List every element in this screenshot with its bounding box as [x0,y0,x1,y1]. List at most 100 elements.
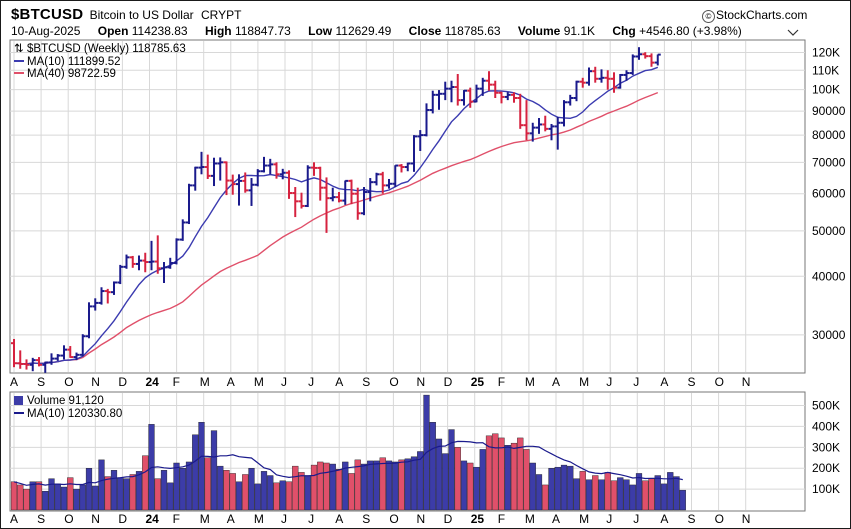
volume-x-tick-label-16: D [444,512,453,526]
volume-bar-64 [410,456,418,511]
ohlc-bar-76 [486,71,492,91]
ohlc-bar-66 [423,103,430,137]
volume-x-tick-label-13: S [362,512,370,526]
x-tick-label-13: S [362,375,370,389]
volume-bar-67 [429,422,436,511]
ohlc-bar-43 [279,168,286,180]
ohlc-bar-2 [23,359,30,370]
ohlc-bar-9 [67,346,74,359]
ohlc-bar-74 [473,84,480,103]
volume-bar-75 [479,449,486,511]
volume-bar-62 [398,459,405,511]
volume-bar-81 [517,437,524,511]
volume-bar-94 [598,479,605,511]
ohlc-bar-1 [17,350,24,369]
x-tick-label-4: D [118,375,127,389]
ohlc-bar-37 [242,172,249,193]
volume-y-tick-label-0: 100K [812,482,840,496]
ohlc-bar-10 [73,352,80,361]
ohlc-bar-65 [417,130,424,151]
volume-bar-44 [285,481,293,511]
volume-x-tick-label-11: J [308,512,314,526]
volume-bar-53 [342,461,349,511]
volume-bar-9 [67,477,74,511]
ohlc-bar-102 [648,53,655,67]
ohlc-bar-35 [229,174,236,195]
x-tick-label-27: N [742,375,751,389]
volume-x-tick-label-14: O [389,512,398,526]
volume-bar-0 [10,481,18,511]
volume-bar-46 [298,472,305,511]
ohlc-bar-25 [167,257,174,269]
volume-bar-98 [623,479,630,511]
chevron-down-icon[interactable] [787,29,799,36]
volume-x-tick-label-4: D [118,512,127,526]
ohlc-bar-54 [348,179,355,205]
volume-x-tick-label-3: N [91,512,100,526]
volume-bar-37 [242,474,249,511]
ohlc-bar-42 [273,162,280,179]
x-tick-label-21: M [579,375,589,389]
x-tick-label-6: F [173,375,180,389]
ohlc-bar-29 [192,166,199,191]
x-tick-label-23: J [633,375,639,389]
ohlc-bar-30 [198,151,205,175]
ohlc-bar-44 [286,170,292,199]
ohlc-bar-21 [142,252,149,273]
ohlc-bar-89 [567,94,574,106]
volume-bar-106 [673,476,680,511]
price-y-tick-label-9: 120K [812,46,840,60]
volume-bar-56 [360,463,368,511]
ohlc-bar-93 [592,66,599,83]
ohlc-bar-103 [654,53,661,66]
volume-bar-68 [435,438,443,511]
x-tick-label-3: N [91,375,100,389]
ohlc-bar-18 [123,254,130,269]
ohlc-bar-45 [292,187,299,218]
ma40-legend-label: MA(40) 98722.59 [27,68,116,80]
ohlc-bar-92 [586,67,592,86]
volume-bar-25 [167,482,174,511]
price-y-tick-label-7: 100K [812,83,840,97]
volume-bar-43 [279,480,286,511]
x-tick-label-25: S [688,375,696,389]
high-value: 118847.73 [234,24,291,38]
volume-y-tick-label-2: 300K [812,440,840,454]
volume-bar-28 [185,461,193,511]
ohlc-bar-41 [267,158,274,175]
ohlc-bar-60 [386,178,392,189]
vol-ma-legend-label: MA(10) 120330.80 [27,408,122,420]
ohlc-bar-40 [261,156,267,173]
ohlc-bar-33 [217,157,224,181]
volume-y-tick-label-3: 400K [812,419,840,433]
volume-bar-78 [498,437,505,511]
volume-x-tick-label-6: F [173,512,180,526]
ohlc-bar-59 [379,171,386,194]
ohlc-bar-56 [361,187,367,216]
volume-bar-97 [617,477,624,511]
copyright-icon: © [702,10,715,23]
price-legend-label: $BTCUSD (Weekly) 118785.63 [27,43,186,55]
ohlc-bar-62 [398,164,405,173]
price-y-tick-label-3: 60000 [812,187,846,201]
ohlc-bar-96 [611,72,617,93]
volume-x-tick-label-2: O [64,512,73,526]
volume-bar-52 [335,469,343,511]
volume-bar-12 [85,468,93,511]
price-y-axis: 30000 40000 50000 60000 70000 80000 90000 100K 1… [812,46,846,342]
ohlc-bar-22 [148,240,155,271]
volume-bar-61 [392,461,399,511]
volume-ma-line [13,440,683,486]
volume-bar-6 [48,478,55,511]
brand[interactable]: © StockCharts.com [702,8,807,23]
volume-bar-20 [135,471,143,511]
ohlc-bar-97 [617,73,624,89]
x-tick-label-18: F [498,375,505,389]
volume-x-tick-label-0: A [10,512,18,526]
volume-bar-105 [667,472,674,511]
ohlc-bar-100 [636,47,642,60]
ma10-line [13,66,659,365]
ohlc-bar-87 [554,116,561,150]
close-value: 118785.63 [444,24,501,38]
x-tick-label-20: A [552,375,560,389]
